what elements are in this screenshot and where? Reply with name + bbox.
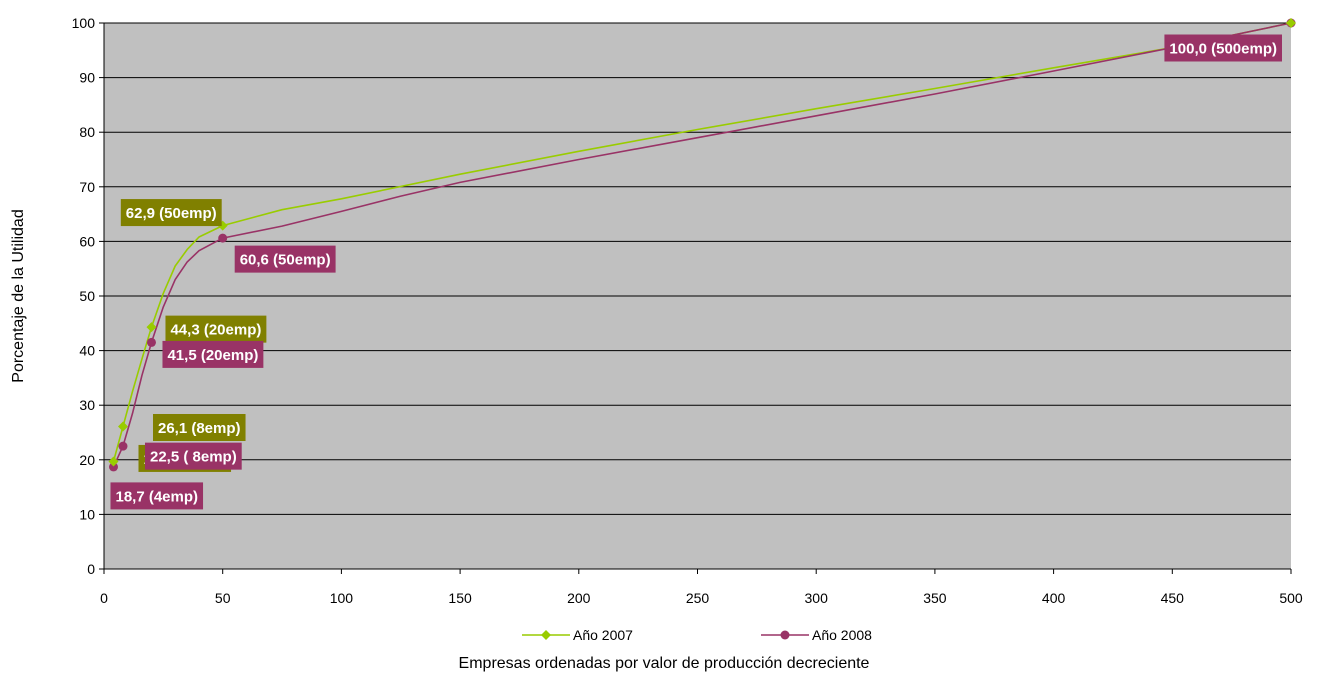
marker-circle [218, 233, 228, 243]
marker-circle [108, 462, 118, 472]
y-axis-ticks: 0 10 20 30 40 50 60 70 80 90 100 [72, 15, 104, 577]
data-label: 18,7 (4emp) [110, 482, 204, 510]
x-tick-label: 300 [805, 590, 829, 606]
data-label-box [1164, 34, 1282, 62]
data-label-box [110, 482, 204, 510]
y-tick-label: 20 [79, 452, 95, 468]
gridlines [104, 22, 1291, 515]
y-tick-label: 90 [79, 70, 95, 86]
data-label: 62,9 (50emp) [120, 199, 222, 227]
marker-diamond [117, 421, 128, 432]
x-tick-label: 100 [330, 590, 354, 606]
y-tick-label: 0 [87, 561, 95, 577]
legend-item-2: Año 2008 [761, 627, 872, 643]
data-label: 41,5 (20emp) [162, 340, 264, 368]
data-label-box [162, 340, 264, 368]
data-label-text: 60,6 (50emp) [240, 252, 331, 269]
legend-marker [541, 630, 551, 640]
data-label-box [234, 245, 336, 273]
y-tick-label: 40 [79, 343, 95, 359]
legend: Año 2007 Año 2008 [522, 627, 872, 643]
x-tick-label: 450 [1161, 590, 1185, 606]
legend-label: Año 2008 [812, 627, 872, 643]
data-label: 60,6 (50emp) [234, 245, 336, 273]
series-line-2 [112, 22, 1292, 468]
data-label-box [120, 199, 222, 227]
x-axis-title: Empresas ordenadas por valor de producci… [459, 655, 870, 672]
x-tick-label: 200 [567, 590, 591, 606]
y-tick-label: 80 [79, 124, 95, 140]
marker-circle [146, 337, 156, 347]
series-markers [108, 18, 1296, 472]
y-tick-label: 60 [79, 233, 95, 249]
x-tick-label: 500 [1279, 590, 1303, 606]
data-label: 44,3 (20emp) [165, 315, 267, 343]
x-tick-label: 400 [1042, 590, 1066, 606]
x-tick-label: 350 [923, 590, 947, 606]
legend-label: Año 2007 [573, 627, 633, 643]
data-label-box [165, 315, 267, 343]
data-label-box [152, 413, 246, 441]
data-labels: 19,7 (4emp)26,1 (8emp)44,3 (20emp)62,9 (… [110, 34, 1282, 510]
y-axis-title: Porcentaje de la Utilidad [10, 209, 27, 382]
data-label-text: 18,7 (4emp) [115, 488, 198, 505]
data-label-text: 44,3 (20emp) [170, 322, 261, 339]
data-label-text: 41,5 (20emp) [167, 347, 258, 364]
data-label: 22,5 ( 8emp) [144, 442, 242, 470]
x-tick-label: 0 [100, 590, 108, 606]
x-tick-label: 250 [686, 590, 710, 606]
x-axis-ticks: 0 50 100 150 200 250 300 350 400 450 500 [100, 569, 1303, 606]
data-label-text: 62,9 (50emp) [126, 205, 217, 222]
x-tick-label: 50 [215, 590, 231, 606]
data-label-box [144, 442, 242, 470]
data-label-text: 22,5 ( 8emp) [150, 449, 237, 466]
series-lines [112, 22, 1292, 468]
y-tick-label: 70 [79, 179, 95, 195]
data-label: 100,0 (500emp) [1164, 34, 1282, 62]
marker-circle [118, 441, 128, 451]
y-tick-label: 10 [79, 506, 95, 522]
y-tick-label: 50 [79, 288, 95, 304]
marker-diamond [146, 322, 157, 333]
data-label-text: 26,1 (8emp) [158, 420, 241, 437]
x-tick-label: 150 [448, 590, 472, 606]
legend-item-1: Año 2007 [522, 627, 633, 643]
data-label-text: 100,0 (500emp) [1169, 41, 1277, 58]
y-tick-label: 30 [79, 397, 95, 413]
series-line-1 [112, 22, 1292, 462]
legend-marker [780, 630, 790, 640]
marker-diamond [1286, 18, 1296, 28]
y-tick-label: 100 [72, 15, 96, 31]
data-label: 26,1 (8emp) [152, 413, 246, 441]
marker-diamond [108, 456, 119, 467]
